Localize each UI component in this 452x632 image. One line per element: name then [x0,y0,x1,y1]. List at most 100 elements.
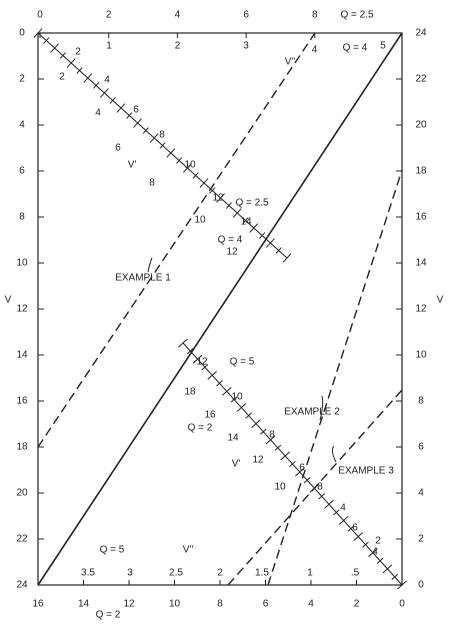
left-tick-label: 0 [19,28,25,39]
right-tick-label: 8 [418,396,424,407]
scale-tick [109,97,116,104]
scale-tick [368,548,378,558]
bottom-tick-label: 6 [263,599,269,610]
scale-label: 10 [184,160,196,171]
top-tick-label: 6 [243,10,249,21]
label: V'' [285,57,296,68]
bottom-inner-label: .5 [351,568,360,579]
label: Q = 2 [96,610,121,621]
scale-tick [318,493,326,500]
left-tick-label: 10 [16,258,28,269]
scale-tick [142,127,149,134]
top-tick-label: 0 [37,10,43,21]
scale-tick [251,419,261,429]
right-tick-label: 0 [418,580,424,591]
scale-tick [338,516,349,525]
scale-label: 8 [159,130,165,141]
scale-label: 2 [75,47,81,58]
right-tick-label: 20 [415,120,427,131]
left-tick-label: 8 [19,212,25,223]
scale-tick [83,73,93,83]
scale-tick [126,112,133,119]
label: V [437,295,444,306]
scale-label: 12 [226,247,238,258]
left-tick-label: 14 [16,350,28,361]
bottom-inner-label: 2 [217,568,223,579]
scale-tick [275,247,282,254]
scale-label: 6 [133,105,139,116]
scale-label: 4 [372,547,378,558]
scale-tick [259,232,266,239]
scale-tick [266,238,275,248]
scale-label: 2 [375,536,381,547]
left-tick-label: 22 [16,534,28,545]
right-tick-label: 2 [418,534,424,545]
bottom-tick-label: 2 [354,599,360,610]
top-inner-label: 2 [175,41,181,52]
scale-label: Q = 4 [218,235,243,246]
scale-tick [183,163,192,173]
bottom-tick-label: 0 [399,599,405,610]
scale-label: Q = 2 [188,423,213,434]
scale-tick [332,509,340,516]
scale-label: 4 [95,108,101,119]
bottom-inner-label: 3 [127,568,133,579]
bottom-tick-label: 12 [123,599,135,610]
scale-tick [207,370,217,380]
right-tick-label: 22 [415,74,427,85]
scale-tick [216,380,223,387]
scale-label: 10 [194,215,206,226]
right-tick-label: 6 [418,442,424,453]
scale-tick [43,37,50,44]
scale-tick [149,133,159,143]
scale-tick [303,477,311,484]
scale-tick [347,525,355,532]
top-inner-label: 5 [380,41,386,52]
top-inner-label: 1 [106,41,112,52]
scale-tick [192,354,203,364]
scale-tick [50,43,59,53]
scale-label: 12 [252,455,264,466]
scale-tick [309,483,320,493]
scale-label: 6 [299,463,305,474]
top-inner-label: 4 [312,45,318,56]
scale-label: 10 [231,392,243,403]
scale-tick [245,412,253,419]
scale-label: 10 [274,482,286,493]
scale-tick [178,338,188,348]
scale-tick [265,435,276,445]
scale-tick [59,52,66,59]
scale-tick [176,157,183,164]
scale-tick [242,217,249,224]
scale-label: 2 [59,72,65,83]
bottom-tick-label: 8 [217,599,223,610]
scale-tick [280,451,290,461]
scale-tick [282,253,292,263]
scale-tick [186,348,194,355]
scale-label: Q = 5 [230,357,255,368]
label: V'' [183,545,194,556]
scale-label: 12 [196,357,208,368]
scale-tick [289,460,296,468]
bottom-inner-label: 1.5 [255,568,269,579]
top-tick-label: 4 [175,10,181,21]
scale-label: V' [232,459,241,470]
left-tick-label: 20 [16,488,28,499]
scale-label: 16 [204,410,216,421]
scale-tick [201,364,209,371]
scale-tick [232,208,242,218]
scale-label: 6 [115,143,121,154]
solid-line [37,32,403,586]
scale-tick [259,428,267,435]
scale-tick [199,178,209,188]
scale-label: 8 [149,178,155,189]
scale-tick [382,564,393,574]
label: V [5,295,12,306]
left-tick-label: 6 [19,166,25,177]
scale-tick [295,467,305,477]
left-tick-label: 18 [16,442,28,453]
scale-label: 4 [340,503,346,514]
scale-tick [33,28,43,38]
scale-tick [376,557,384,564]
